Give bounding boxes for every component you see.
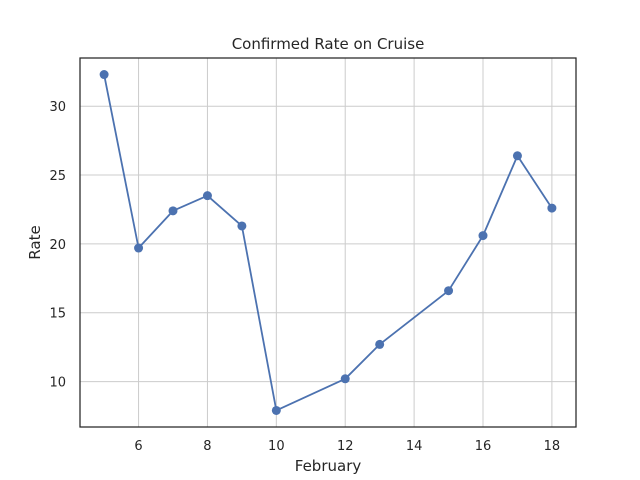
tick-layer: 6 8 10 12 14 16 18 10 15 20 25 30: [49, 100, 560, 454]
data-point: [512, 151, 522, 161]
x-tick-label: 6: [134, 439, 142, 454]
data-point: [340, 374, 350, 384]
x-tick-label: 18: [544, 439, 561, 454]
data-point: [99, 70, 109, 80]
data-point: [202, 191, 212, 201]
data-point: [444, 286, 454, 296]
y-tick-label: 25: [49, 169, 66, 184]
plot-frame: [79, 57, 577, 428]
data-point: [375, 339, 385, 349]
x-tick-label: 10: [268, 439, 285, 454]
y-tick-label: 15: [49, 307, 66, 322]
data-point: [168, 206, 178, 216]
y-axis-title: Rate: [26, 225, 44, 259]
x-tick-label: 12: [337, 439, 354, 454]
x-tick-label: 16: [475, 439, 492, 454]
x-tick-label: 8: [203, 439, 211, 454]
x-tick-label: 14: [406, 439, 423, 454]
data-point: [134, 243, 144, 253]
data-point: [478, 231, 488, 241]
data-point: [271, 405, 281, 415]
series-layer: [99, 70, 557, 415]
chart-title: Confirmed Rate on Cruise: [232, 35, 425, 53]
x-axis-title: February: [295, 457, 362, 475]
data-point: [547, 203, 557, 213]
y-tick-label: 20: [49, 238, 66, 253]
data-point: [237, 221, 247, 231]
series-line: [103, 74, 553, 412]
y-tick-label: 10: [49, 376, 66, 391]
y-tick-label: 30: [49, 100, 66, 115]
grid-layer: [80, 58, 576, 427]
